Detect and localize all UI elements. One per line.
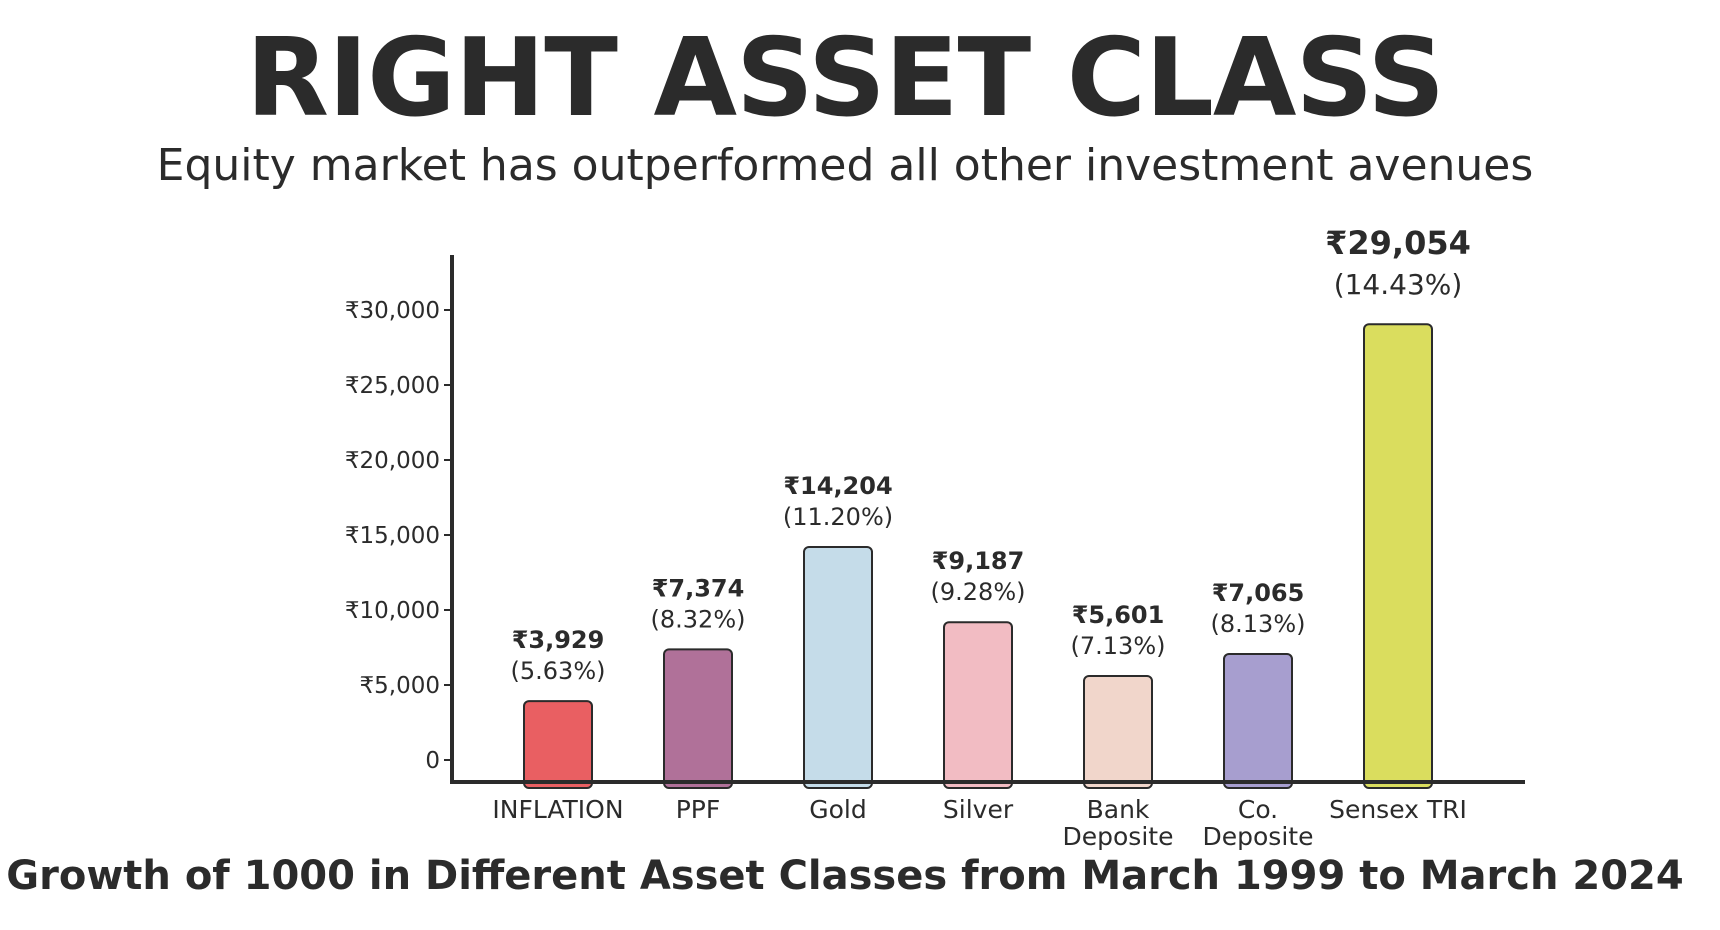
bar-percent-label: (9.28%) <box>931 578 1026 606</box>
bar-value-label: ₹5,601 <box>1072 601 1165 629</box>
bar <box>523 700 593 789</box>
y-tick-label: ₹10,000 <box>345 598 440 624</box>
page-subtitle: Equity market has outperformed all other… <box>156 140 1534 191</box>
x-category-label: Deposite <box>1063 822 1174 851</box>
bar-percent-label: (11.20%) <box>783 503 893 531</box>
bar-percent-label: (7.13%) <box>1071 632 1166 660</box>
chart-caption: Growth of 1000 in Different Asset Classe… <box>6 853 1684 899</box>
y-tick-label: ₹5,000 <box>360 673 440 699</box>
bar-percent-label: (5.63%) <box>511 657 606 685</box>
bar <box>1223 653 1293 790</box>
bar-percent-label: (8.32%) <box>651 605 746 633</box>
bar-percent-label: (14.43%) <box>1334 268 1463 301</box>
bar-value-label: ₹29,054 <box>1325 224 1471 262</box>
bar <box>1083 674 1153 789</box>
x-category-label: Gold <box>809 795 866 824</box>
bar-value-label: ₹14,204 <box>783 472 892 500</box>
x-category-label: PPF <box>676 795 721 824</box>
y-tick-label: ₹20,000 <box>345 448 440 474</box>
x-category-label: Bank <box>1087 795 1150 824</box>
x-category-label: Deposite <box>1203 822 1314 851</box>
x-category-label: INFLATION <box>492 795 623 824</box>
bar <box>803 545 873 789</box>
y-tick-label: ₹15,000 <box>345 523 440 549</box>
bar-percent-label: (8.13%) <box>1211 610 1306 638</box>
bar <box>663 648 733 790</box>
x-category-label: Co. <box>1238 795 1278 824</box>
bar-value-label: ₹7,065 <box>1212 579 1305 607</box>
x-category-label: Silver <box>943 795 1014 824</box>
page-title: RIGHT ASSET CLASS <box>245 16 1445 141</box>
x-category-label: Sensex TRI <box>1329 795 1467 824</box>
y-tick-label: 0 <box>425 748 440 774</box>
bar <box>1363 323 1433 789</box>
bar-value-label: ₹9,187 <box>932 547 1025 575</box>
bar <box>943 621 1013 789</box>
bar-value-label: ₹3,929 <box>512 626 605 654</box>
y-tick-label: ₹25,000 <box>345 373 440 399</box>
bar-value-label: ₹7,374 <box>652 574 745 602</box>
y-tick-label: ₹30,000 <box>345 298 440 324</box>
